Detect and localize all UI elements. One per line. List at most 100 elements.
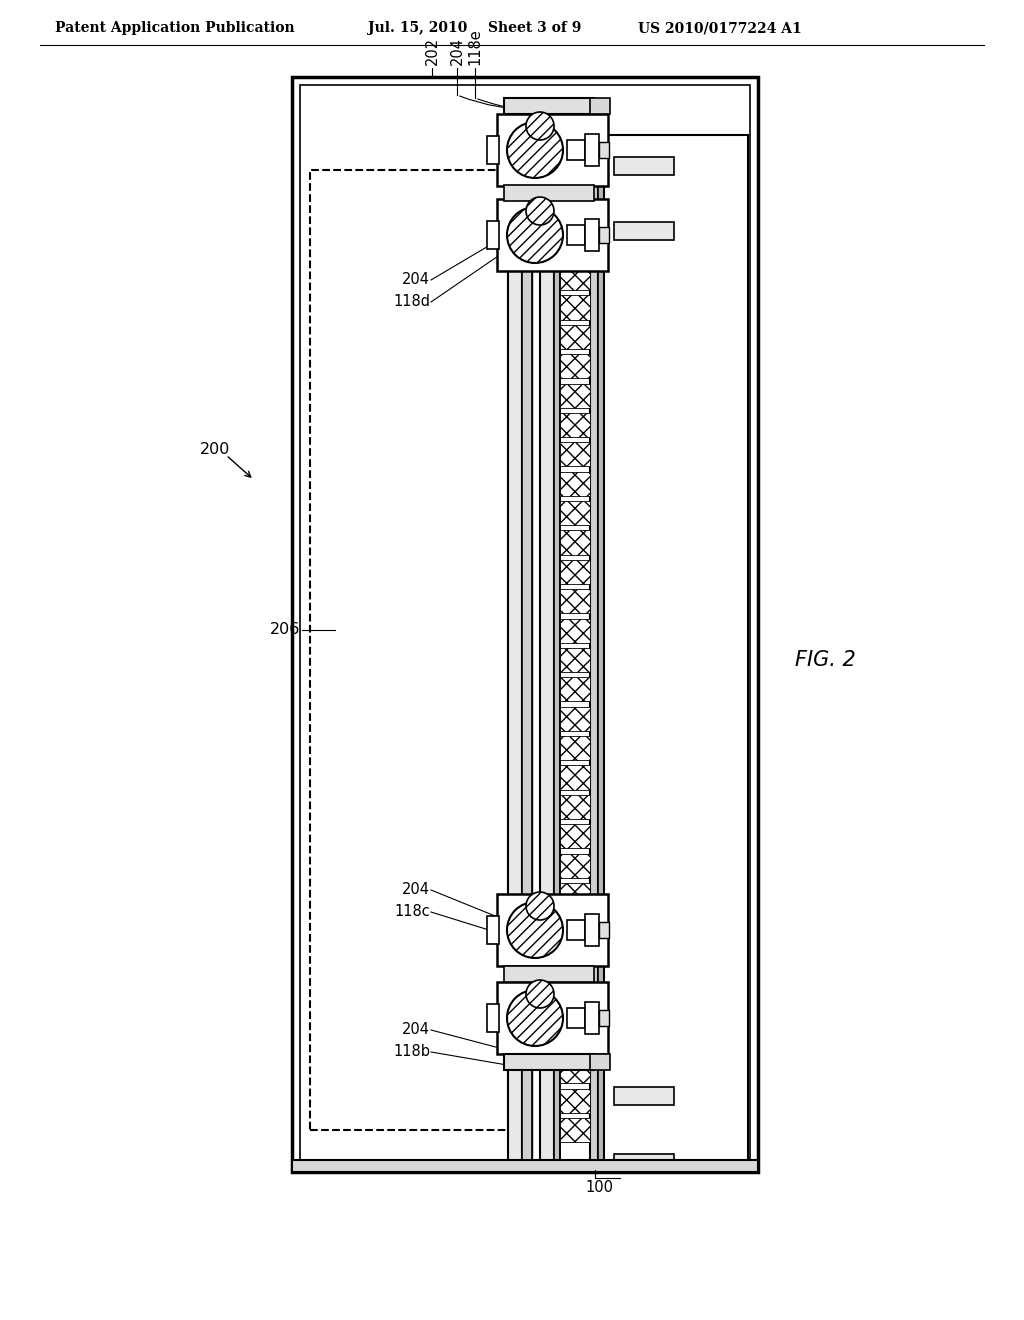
Bar — [532, 135, 540, 1166]
Text: 100: 100 — [585, 1180, 613, 1195]
Bar — [567, 1008, 585, 1028]
Text: 118b: 118b — [393, 1044, 430, 1060]
Bar — [598, 135, 604, 1166]
Circle shape — [507, 990, 563, 1045]
Bar — [560, 531, 590, 554]
Bar — [560, 296, 590, 319]
Bar — [560, 824, 590, 849]
Bar — [560, 354, 590, 379]
Bar — [540, 135, 554, 1166]
Bar — [599, 143, 609, 158]
Bar — [590, 98, 610, 114]
Text: 206: 206 — [269, 623, 300, 638]
Text: 200: 200 — [200, 442, 230, 458]
Bar — [560, 941, 590, 966]
Text: 118e: 118e — [468, 28, 482, 65]
Bar — [560, 560, 590, 583]
Bar — [614, 222, 674, 240]
Bar — [560, 1089, 590, 1113]
Circle shape — [526, 112, 554, 140]
Bar — [560, 1001, 590, 1024]
Text: US 2010/0177224 A1: US 2010/0177224 A1 — [638, 21, 802, 36]
Bar — [560, 706, 590, 731]
Bar — [560, 854, 590, 878]
Bar — [599, 227, 609, 243]
Text: 204: 204 — [402, 1023, 430, 1038]
Bar — [560, 442, 590, 466]
Bar — [292, 77, 758, 1172]
Bar — [560, 1030, 590, 1053]
Bar — [504, 185, 594, 201]
Bar — [554, 135, 560, 1166]
Bar — [614, 1154, 674, 1172]
Bar — [560, 766, 590, 789]
Bar — [560, 1118, 590, 1142]
Circle shape — [526, 892, 554, 920]
Bar — [585, 913, 599, 946]
Bar — [590, 135, 598, 1166]
Bar — [560, 1059, 590, 1084]
Bar — [560, 589, 590, 614]
Text: Jul. 15, 2010: Jul. 15, 2010 — [368, 21, 467, 36]
Bar — [560, 471, 590, 496]
Bar — [560, 972, 590, 995]
Circle shape — [507, 902, 563, 958]
Bar — [604, 135, 748, 1166]
Text: 118c: 118c — [394, 904, 430, 920]
Bar — [560, 677, 590, 701]
Text: 202: 202 — [425, 37, 439, 65]
Text: 204: 204 — [450, 37, 465, 65]
Bar — [487, 916, 499, 944]
Bar — [560, 236, 590, 261]
Text: 204: 204 — [402, 883, 430, 898]
Bar — [300, 84, 750, 1164]
Bar — [560, 795, 590, 818]
Circle shape — [526, 197, 554, 224]
Text: FIG. 2: FIG. 2 — [795, 649, 856, 671]
Bar — [560, 135, 590, 1166]
Bar — [497, 199, 608, 271]
Circle shape — [526, 979, 554, 1008]
Bar — [522, 135, 532, 1166]
Bar — [585, 219, 599, 251]
Bar — [560, 502, 590, 525]
Text: 204: 204 — [402, 272, 430, 288]
Bar — [497, 894, 608, 966]
Bar — [504, 966, 594, 982]
Bar — [560, 325, 590, 348]
Circle shape — [507, 121, 563, 178]
Bar — [504, 98, 594, 114]
Bar — [504, 1053, 594, 1071]
Bar — [487, 136, 499, 164]
Bar — [487, 220, 499, 249]
Circle shape — [507, 207, 563, 263]
Bar — [292, 1160, 758, 1172]
Text: 118d: 118d — [393, 294, 430, 309]
Bar — [560, 737, 590, 760]
Bar — [508, 135, 522, 1166]
Bar — [560, 619, 590, 643]
Bar — [497, 114, 608, 186]
Bar — [560, 384, 590, 408]
Text: Sheet 3 of 9: Sheet 3 of 9 — [488, 21, 582, 36]
Bar — [560, 413, 590, 437]
Bar — [567, 224, 585, 246]
Bar — [560, 883, 590, 907]
Text: Patent Application Publication: Patent Application Publication — [55, 21, 295, 36]
Bar — [487, 1005, 499, 1032]
Bar — [560, 912, 590, 936]
Bar — [614, 157, 674, 176]
Bar — [560, 267, 590, 290]
Bar — [560, 648, 590, 672]
Bar — [585, 135, 599, 166]
Bar — [310, 170, 508, 1130]
Bar — [599, 1010, 609, 1026]
Bar — [614, 1086, 674, 1105]
Bar — [585, 1002, 599, 1034]
Bar — [599, 921, 609, 939]
Bar — [567, 140, 585, 160]
Bar — [590, 1053, 610, 1071]
Bar — [497, 982, 608, 1053]
Bar — [560, 207, 590, 231]
Bar — [567, 920, 585, 940]
